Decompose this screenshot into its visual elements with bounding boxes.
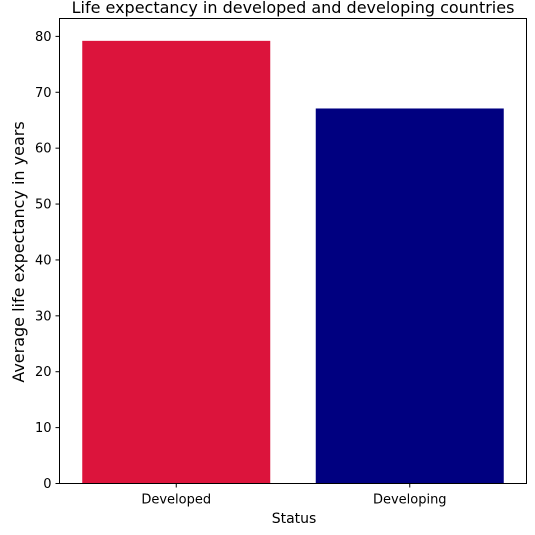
x-ticks-layer: Developed Developing xyxy=(141,483,447,508)
y-tick-label: 80 xyxy=(35,30,52,45)
y-tick-label: 70 xyxy=(35,86,52,101)
bar-developing xyxy=(315,108,504,484)
y-axis-label: Average life expectancy in years xyxy=(9,121,28,382)
plot-frame xyxy=(59,18,527,484)
y-tick-label: 50 xyxy=(35,198,52,213)
bar-developed xyxy=(82,40,271,484)
chart-title: Life expectancy in developed and develop… xyxy=(72,0,515,17)
x-tick-label: Developing xyxy=(373,493,447,508)
y-tick-label: 40 xyxy=(35,253,52,268)
y-tick-label: 30 xyxy=(35,309,52,324)
y-ticks-layer: 0 10 20 30 40 50 60 70 80 xyxy=(35,30,60,492)
x-tick-label: Developed xyxy=(141,493,211,508)
y-tick-label: 0 xyxy=(43,477,51,492)
y-tick-label: 60 xyxy=(35,142,52,157)
y-tick-label: 10 xyxy=(35,421,52,436)
y-tick-label: 20 xyxy=(35,365,52,380)
x-axis-label: Status xyxy=(272,511,317,527)
bars-layer xyxy=(82,40,504,484)
